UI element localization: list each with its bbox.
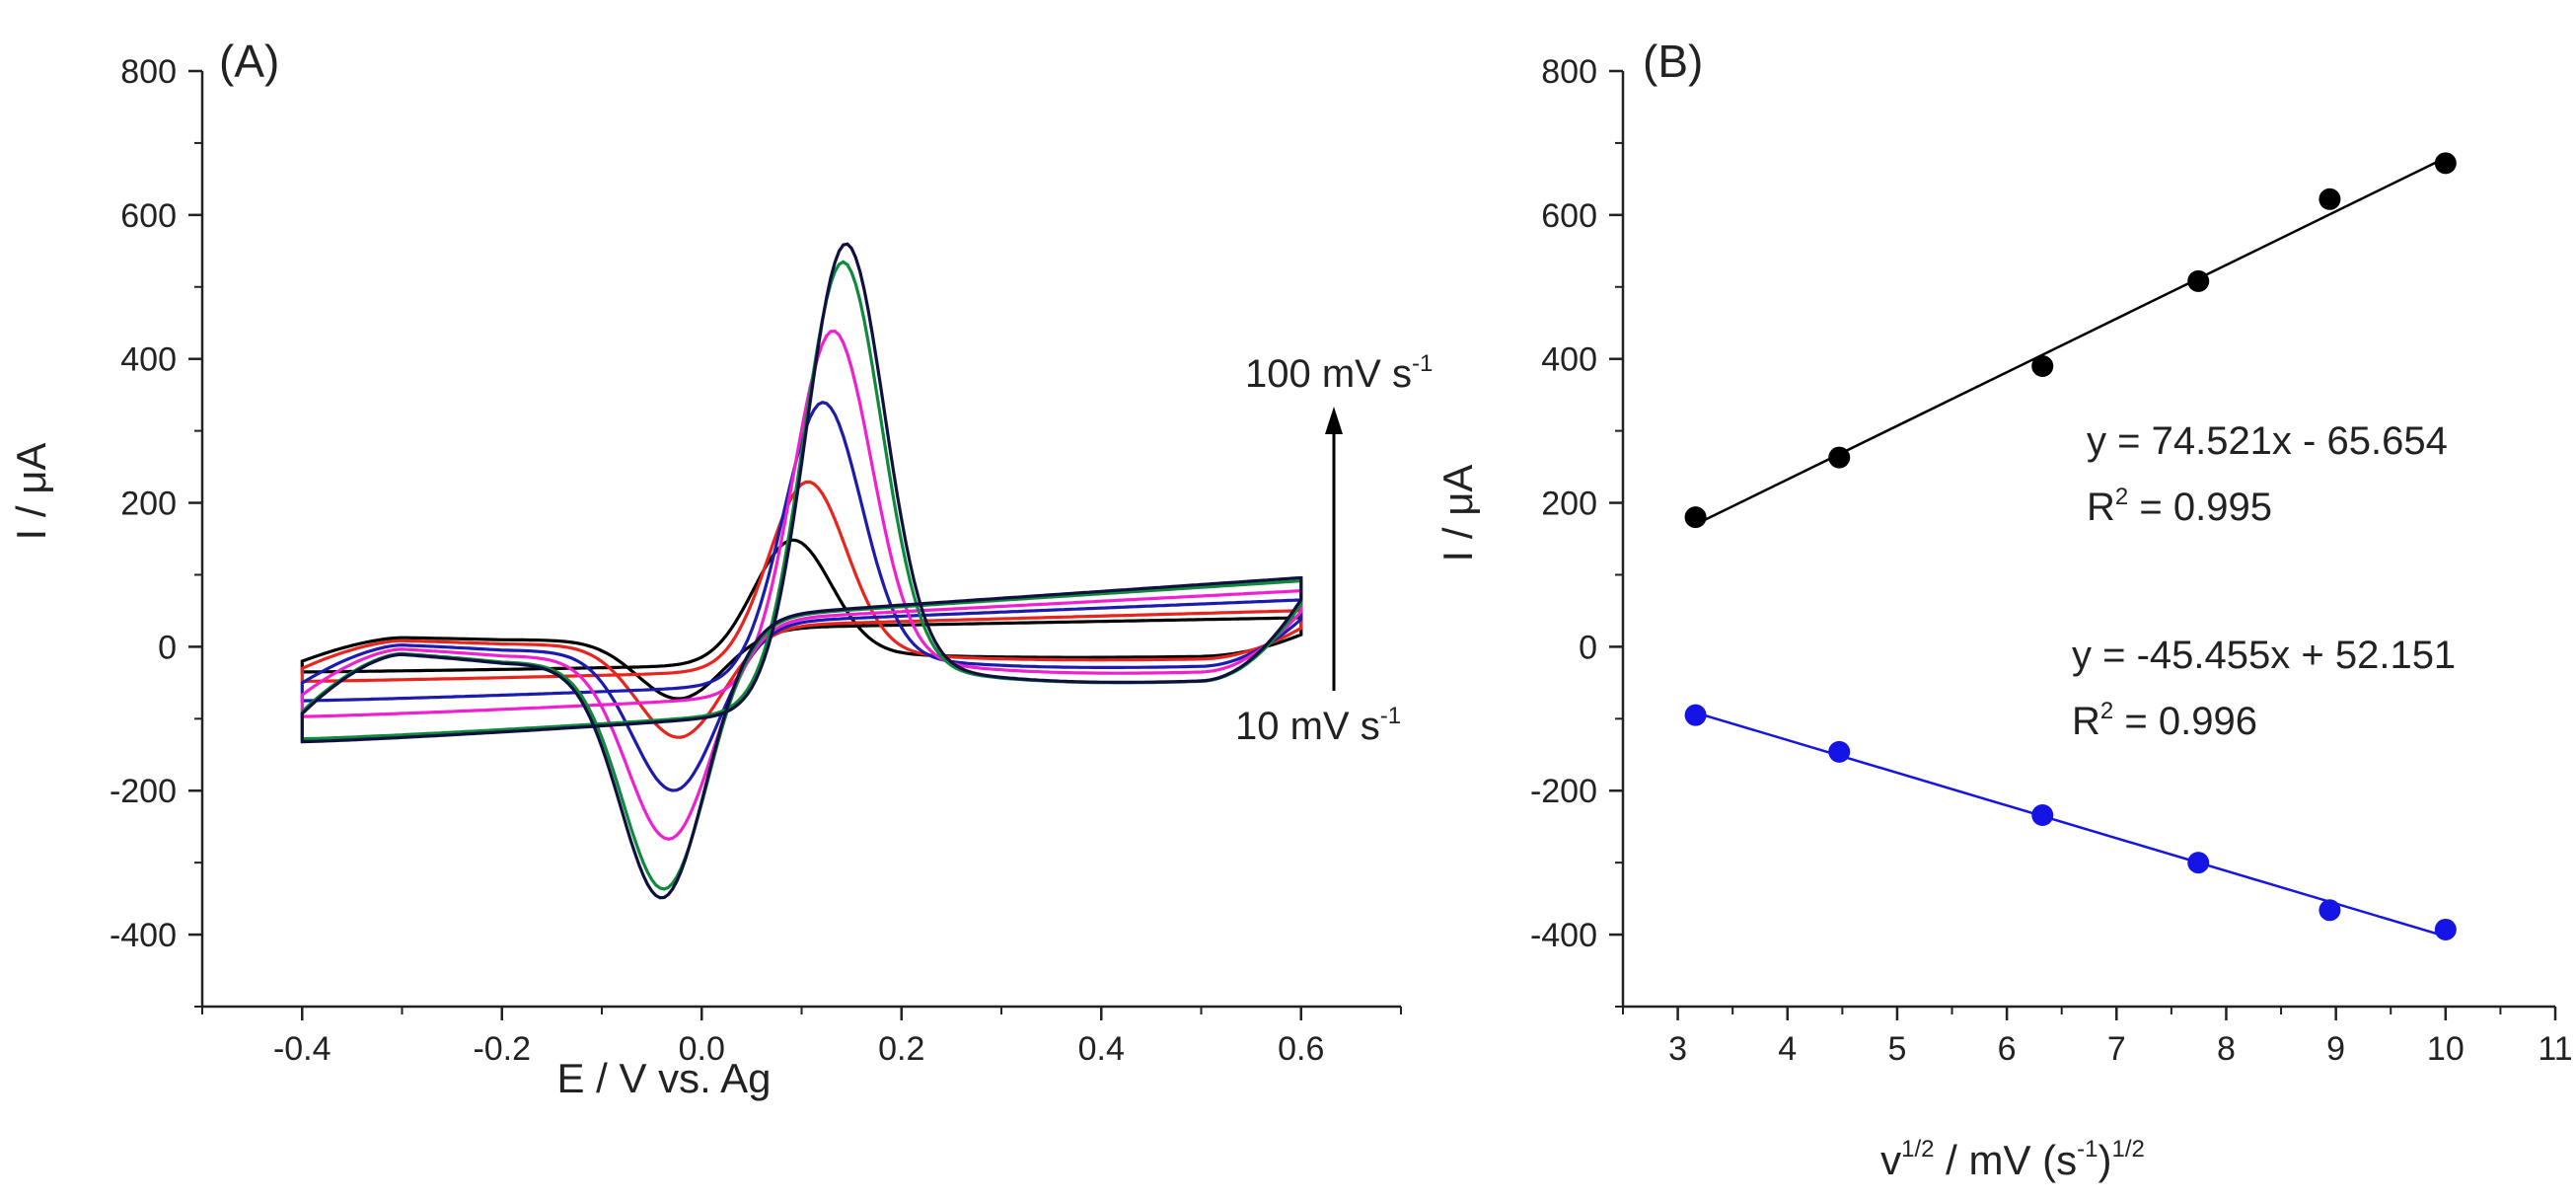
panel-b-chart: (B) v1/2 / mV (s-1)1/2 I / μA y = 74.521… — [1435, 36, 2573, 1183]
y-tick-label: -200 — [1530, 773, 1597, 810]
panel-b-label: (B) — [1643, 36, 1703, 87]
cv-curve-5 — [300, 260, 1303, 891]
x-tick-label: 7 — [2107, 1030, 2126, 1068]
panel-a-x-axis-label: E / V vs. Ag — [556, 1055, 771, 1101]
annotation-10-mv-text: 10 mV s — [1235, 705, 1380, 748]
anodic-fit-line — [1695, 156, 2447, 526]
panel-b-x-axis-label: v1/2 / mV (s-1)1/2 — [1880, 1136, 2145, 1183]
panel-b-x-label-mid: / mV (s — [1934, 1137, 2077, 1183]
panel-b-y-axis-label: I / μA — [1435, 465, 1481, 562]
cathodic-fit-r2: R2 = 0.996 — [2072, 698, 2257, 743]
x-tick-label: 9 — [2326, 1030, 2345, 1068]
anodic-fit-r2: R2 = 0.995 — [2087, 484, 2272, 529]
x-tick-label: 3 — [1668, 1030, 1687, 1068]
panel-b-x-label-sup1: 1/2 — [1901, 1136, 1934, 1162]
anodic-point — [2318, 188, 2341, 210]
cathodic-fit-equation: y = -45.455x + 52.151 — [2072, 634, 2456, 677]
annotation-10-mv: 10 mV s-1 — [1235, 703, 1401, 748]
y-tick-label: 600 — [1541, 197, 1597, 235]
cathodic-point — [2031, 804, 2054, 827]
cathodic-point — [1684, 704, 1707, 726]
cv-curve-6 — [300, 242, 1303, 900]
x-tick-label: 0.0 — [679, 1030, 725, 1068]
y-tick-label: 400 — [1541, 341, 1597, 379]
y-tick-label: 800 — [120, 53, 177, 91]
y-tick-label: 200 — [1541, 486, 1597, 523]
cv-curve-4 — [300, 329, 1303, 841]
anodic-point — [2031, 354, 2054, 377]
panel-a-label: (A) — [219, 36, 279, 87]
x-tick-label: 6 — [1998, 1030, 2017, 1068]
cathodic-fit-line — [1695, 711, 2447, 938]
y-tick-label: 200 — [120, 486, 177, 523]
cathodic-r2-sup: 2 — [2100, 698, 2113, 724]
anodic-r2-prefix: R — [2087, 486, 2115, 529]
x-tick-label: 4 — [1778, 1030, 1797, 1068]
x-tick-label: 0.2 — [878, 1030, 924, 1068]
anodic-r2-sup: 2 — [2115, 484, 2128, 510]
y-tick-label: 0 — [158, 629, 177, 666]
annotation-100-mv: 100 mV s-1 — [1245, 350, 1433, 396]
anodic-fit-equation: y = 74.521x - 65.654 — [2087, 419, 2448, 463]
annotation-100-mv-text: 100 mV s — [1245, 352, 1412, 396]
x-tick-label: 0.6 — [1278, 1030, 1324, 1068]
anodic-point — [2434, 152, 2457, 175]
y-tick-label: 600 — [120, 197, 177, 235]
panel-b-x-label-sup3: 1/2 — [2112, 1136, 2145, 1162]
cathodic-r2-value: = 0.996 — [2113, 700, 2257, 743]
panel-b-x-label-sup2: -1 — [2077, 1136, 2098, 1162]
cathodic-point — [1828, 740, 1851, 763]
scan-rate-arrow-head — [1325, 407, 1343, 434]
y-tick-label: 800 — [1541, 53, 1597, 91]
x-tick-label: 8 — [2217, 1030, 2236, 1068]
x-tick-label: 11 — [2538, 1030, 2572, 1068]
x-tick-label: -0.4 — [273, 1030, 331, 1068]
x-tick-label: -0.2 — [473, 1030, 531, 1068]
cathodic-point — [2434, 918, 2457, 940]
y-tick-label: -400 — [1530, 917, 1597, 954]
panel-a-y-axis-label: I / μA — [8, 443, 54, 541]
anodic-point — [1828, 446, 1851, 469]
x-tick-label: 5 — [1887, 1030, 1906, 1068]
x-tick-label: 10 — [2427, 1030, 2465, 1068]
y-tick-label: 0 — [1579, 629, 1597, 666]
annotation-10-mv-sup: -1 — [1380, 703, 1401, 729]
cathodic-point — [2187, 852, 2210, 874]
anodic-r2-value: = 0.995 — [2128, 486, 2272, 529]
panel-b-x-label-close: ) — [2098, 1137, 2112, 1183]
panel-a-chart: (A) E / V vs. Ag I / μA 100 mV s-1 10 mV… — [8, 36, 1433, 1101]
x-tick-label: 0.4 — [1078, 1030, 1125, 1068]
y-tick-label: 400 — [120, 341, 177, 379]
cv-curve-2 — [300, 480, 1303, 739]
cathodic-r2-prefix: R — [2072, 700, 2100, 743]
annotation-100-mv-sup: -1 — [1412, 350, 1433, 377]
cathodic-point — [2318, 899, 2341, 922]
anodic-point — [2187, 269, 2210, 292]
anodic-point — [1684, 506, 1707, 529]
y-tick-label: -200 — [110, 773, 177, 810]
y-tick-label: -400 — [110, 917, 177, 954]
panel-b-x-label-v: v — [1880, 1137, 1901, 1183]
